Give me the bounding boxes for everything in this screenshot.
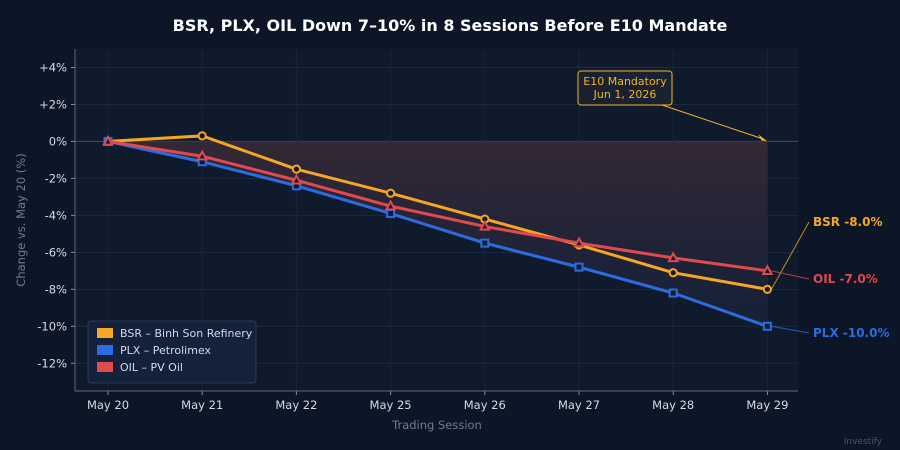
- data-point-bsr: [668, 268, 678, 278]
- data-point-plx: [668, 288, 678, 298]
- data-point-plx: [386, 209, 396, 219]
- series-line-bsr: [107, 134, 768, 291]
- legend-swatch-oil: [97, 362, 113, 372]
- watermark: Investify: [844, 437, 883, 447]
- data-point-oil: [384, 199, 397, 211]
- data-point-bsr: [762, 284, 773, 294]
- annotation-line: Jun 1, 2026: [593, 88, 657, 101]
- x-tick-label: May 21: [181, 398, 223, 412]
- y-tick-label: -6%: [45, 245, 67, 259]
- legend-box: [87, 320, 257, 384]
- y-tick-label: +2%: [39, 97, 67, 111]
- x-tick-label: May 22: [275, 398, 317, 412]
- chart-title: BSR, PLX, OIL Down 7–10% in 8 Sessions B…: [173, 16, 728, 35]
- y-tick-label: -12%: [37, 356, 67, 370]
- data-point-oil: [196, 149, 209, 161]
- y-tick-label: -10%: [37, 319, 67, 333]
- series-line-oil: [107, 139, 768, 273]
- data-point-oil: [290, 173, 303, 185]
- x-tick-label: May 25: [370, 398, 412, 412]
- annotation-arrow: [661, 104, 765, 140]
- end-label-oil: OIL -7.0%: [813, 272, 878, 286]
- y-tick-label: +4%: [39, 60, 67, 74]
- leader-line-oil: [771, 270, 810, 280]
- annotation-line: E10 Mandatory: [583, 75, 667, 88]
- series-group: [102, 131, 774, 331]
- leader-line-bsr: [770, 221, 810, 290]
- x-axis-title: Trading Session: [391, 418, 482, 432]
- annotation-box: [577, 70, 673, 106]
- series-line-plx: [107, 139, 768, 328]
- legend-swatch-bsr: [97, 328, 113, 338]
- data-point-plx: [574, 262, 584, 272]
- data-point-oil: [667, 251, 680, 263]
- data-point-bsr: [197, 131, 207, 141]
- data-point-plx: [480, 238, 490, 248]
- legend-label-plx: PLX – Petrolimex: [120, 344, 212, 357]
- shaded-region: [108, 141, 768, 327]
- x-tick-label: May 26: [464, 398, 506, 412]
- x-tick-label: May 29: [746, 398, 788, 412]
- y-tick-label: -8%: [45, 282, 67, 296]
- data-point-oil: [761, 264, 774, 276]
- axes: +4% +2% 0% -2% -4% -6% -8% -10% -12% May 20 May 21…: [37, 49, 798, 412]
- end-label-bsr: BSR -8.0%: [813, 215, 882, 229]
- y-tick-label: 0%: [49, 134, 67, 148]
- end-labels: BSR -8.0% PLX -10.0% OIL -7.0%: [770, 215, 889, 340]
- y-tick-label: -2%: [45, 171, 67, 185]
- x-tick-label: May 28: [652, 398, 694, 412]
- legend: BSR – Binh Son Refinery PLX – Petrolimex O…: [87, 320, 257, 384]
- legend-label-bsr: BSR – Binh Son Refinery: [120, 327, 253, 340]
- legend-swatch-plx: [97, 345, 113, 355]
- data-point-oil: [573, 236, 585, 248]
- x-tick-label: May 20: [87, 398, 129, 412]
- y-axis-title: Change vs. May 20 (%): [14, 153, 28, 286]
- y-tick-label: -4%: [45, 208, 67, 222]
- leader-line-plx: [771, 325, 810, 334]
- data-point-oil: [102, 134, 114, 146]
- data-point-plx: [762, 321, 772, 331]
- x-tick-label: May 27: [558, 398, 600, 412]
- end-label-plx: PLX -10.0%: [813, 326, 889, 340]
- legend-label-oil: OIL – PV Oil: [120, 361, 183, 374]
- data-point-bsr: [291, 164, 301, 174]
- data-point-oil: [478, 219, 491, 231]
- data-point-bsr: [386, 188, 396, 198]
- annotation-arrowhead: [758, 134, 768, 142]
- decline-shade: [108, 141, 768, 327]
